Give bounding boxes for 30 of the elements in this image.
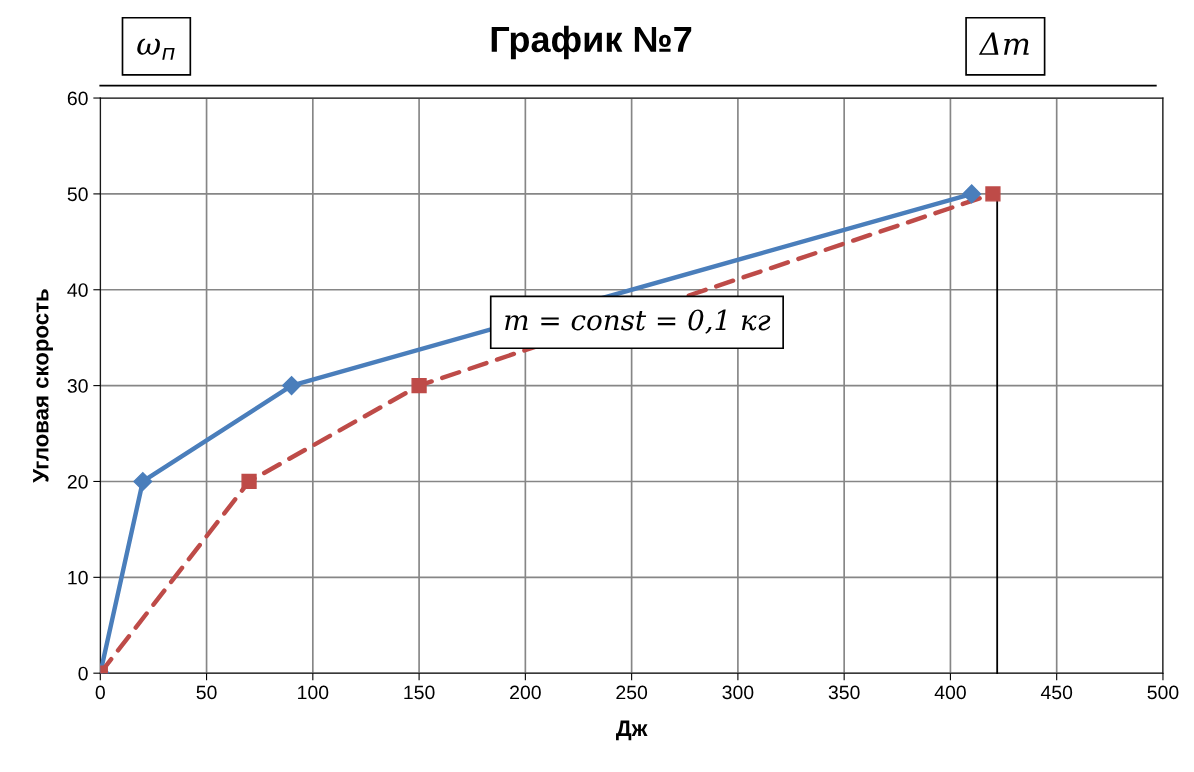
point bbox=[282, 376, 302, 396]
point bbox=[133, 471, 153, 492]
y-tick-label: 60 bbox=[67, 91, 88, 106]
point bbox=[985, 186, 1001, 202]
x-tick-label: 150 bbox=[404, 685, 435, 700]
y-tick-label: 50 bbox=[67, 187, 88, 202]
x-tick-label: 400 bbox=[934, 685, 966, 700]
x-tick-label: 100 bbox=[298, 685, 329, 700]
x-tick-label: 0 bbox=[95, 685, 105, 700]
x-tick-label: 200 bbox=[510, 685, 541, 700]
chart-title: График №7 bbox=[491, 25, 692, 60]
point bbox=[241, 473, 257, 490]
x-tick-label: 450 bbox=[1040, 685, 1073, 700]
point bbox=[411, 377, 427, 394]
x-axis-title: Дж bbox=[616, 720, 648, 741]
y-tick-label: 40 bbox=[67, 283, 88, 297]
y-axis-title: Угловая скорость bbox=[33, 289, 53, 483]
x-tick-label: 50 bbox=[196, 685, 217, 700]
x-tick-label: 250 bbox=[616, 685, 648, 700]
y-tick-label: 10 bbox=[68, 570, 88, 585]
annotation: m = const = 0,1 кг bbox=[505, 309, 771, 334]
x-tick-label: 350 bbox=[828, 685, 860, 700]
text: ω$_{п}$ bbox=[137, 38, 175, 60]
point bbox=[962, 184, 982, 204]
y-tick-label: 20 bbox=[67, 474, 88, 489]
x-tick-label: 300 bbox=[722, 685, 754, 700]
y-tick-label: 0 bbox=[78, 666, 88, 681]
x-tick-label: 500 bbox=[1147, 685, 1179, 700]
y-tick-label: 30 bbox=[67, 379, 88, 393]
text: Δm bbox=[978, 32, 1029, 55]
